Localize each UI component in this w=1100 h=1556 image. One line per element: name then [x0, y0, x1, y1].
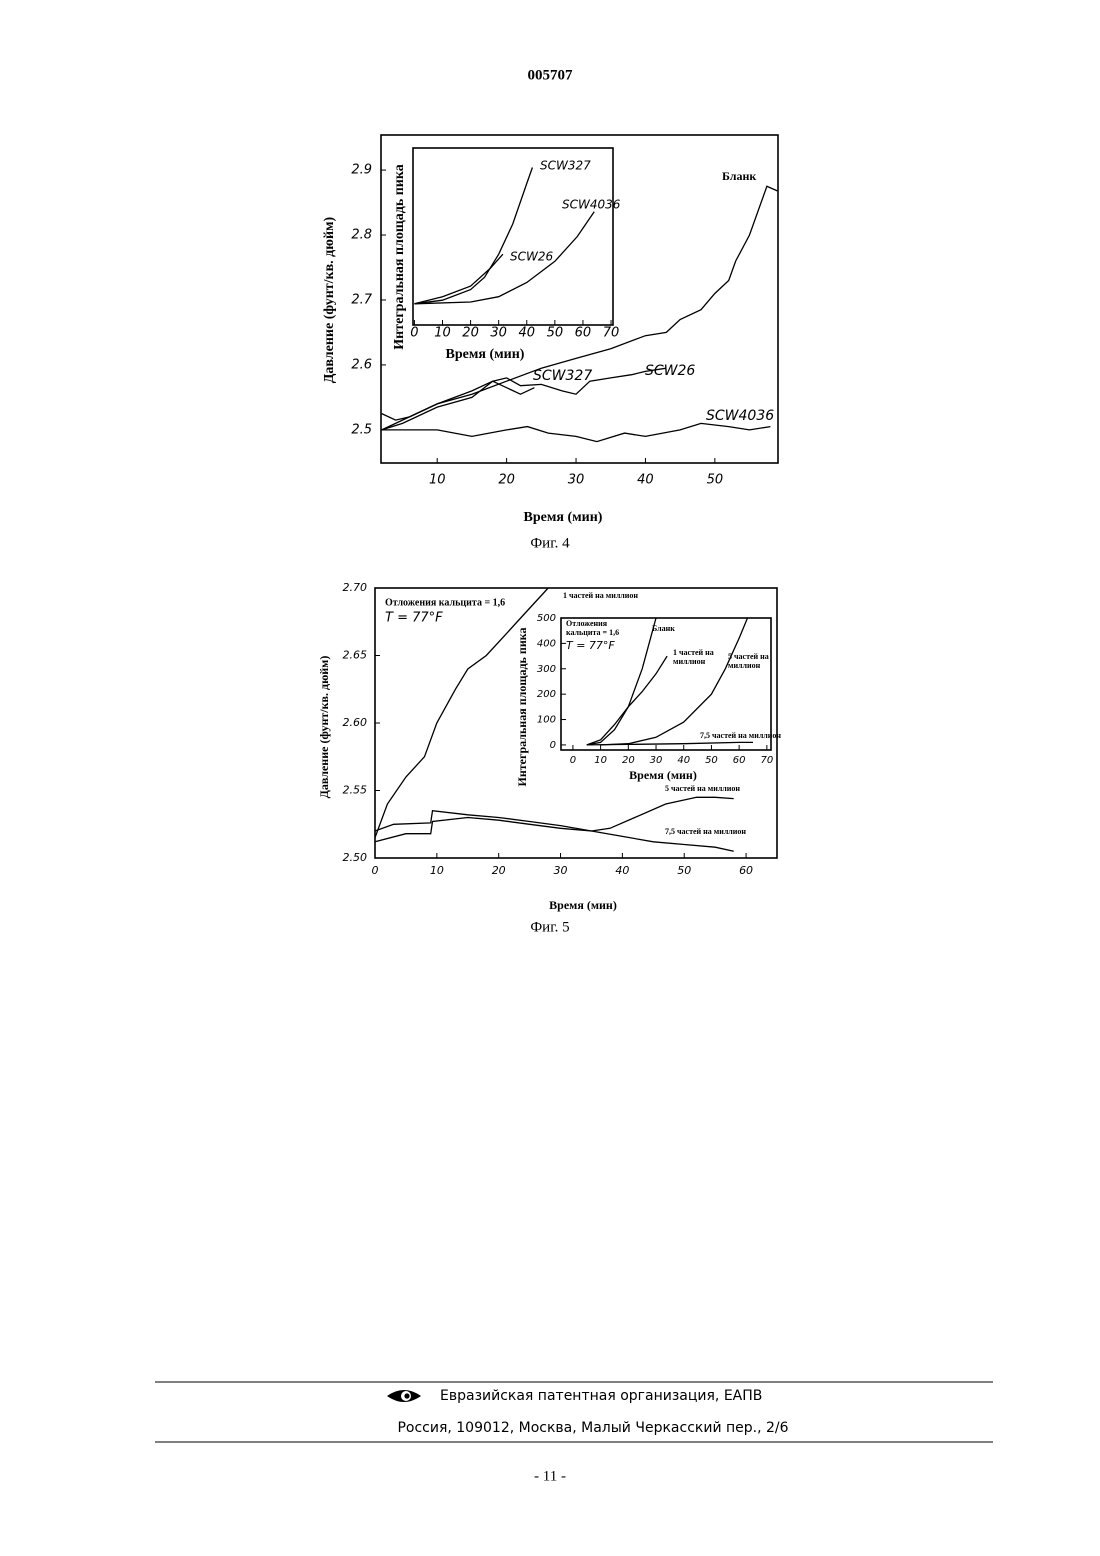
y-tick-label: 2.50 [343, 851, 368, 864]
annotation: 5 частей на миллион [665, 784, 740, 793]
annotation: Бланк [652, 624, 675, 633]
figures: 10 20 30 40 50 2.5 2.6 2.7 2.8 2.9 Бланк SCW327 SCW2… [317, 135, 782, 935]
annotation: миллион [673, 657, 706, 666]
y-axis-label: Давление (фунт/кв. дюйм) [322, 216, 337, 383]
y-tick-label: 400 [537, 638, 556, 649]
logo [387, 1390, 421, 1402]
page-number: - 11 - [534, 1468, 566, 1484]
x-tick-label: 60 [575, 326, 592, 341]
x-tick-label: 40 [615, 864, 629, 877]
y-axis-label: Давление (фунт/кв. дюйм) [317, 656, 331, 799]
x-tick-label: 50 [705, 755, 718, 766]
annotation: Отложения кальцита = 1,6 [385, 597, 505, 608]
x-tick-label: 30 [554, 864, 568, 877]
annotation: SCW4036 [562, 198, 621, 212]
y-tick-label: 200 [537, 689, 556, 700]
y-tick-label: 2.7 [351, 292, 372, 307]
x-tick-label: 40 [677, 755, 690, 766]
x-tick-label: 10 [430, 864, 444, 877]
annotation: SCW26 [510, 250, 553, 264]
y-tick-label: 2.65 [343, 649, 368, 662]
x-tick-label: 50 [547, 326, 564, 341]
x-tick-label: 70 [760, 755, 773, 766]
x-tick-label: 50 [677, 864, 691, 877]
x-tick-label: 10 [594, 755, 607, 766]
x-axis-label: Время (мин) [446, 347, 525, 362]
x-tick-label: 0 [372, 864, 379, 877]
x-tick-label: 70 [603, 326, 620, 341]
footer-address: Россия, 109012, Москва, Малый Черкасский… [397, 1420, 788, 1436]
x-tick-label: 0 [570, 755, 576, 766]
annotation: 1 частей на миллион [563, 591, 638, 600]
y-tick-label: 2.70 [343, 581, 368, 594]
x-tick-label: 10 [429, 473, 446, 488]
annotation: 7,5 частей на миллион [700, 731, 781, 740]
annotation: SCW327 [533, 368, 592, 384]
y-tick-label: 500 [537, 613, 556, 624]
x-tick-label: 40 [518, 326, 535, 341]
annotation: T = 77°F [385, 611, 443, 626]
y-tick-label: 2.5 [351, 422, 372, 437]
x-tick-label: 20 [492, 864, 506, 877]
annotation: кальцита = 1,6 [566, 628, 619, 637]
x-axis-label: Время (мин) [549, 898, 617, 912]
x-axis-label: Время (мин) [524, 510, 603, 525]
annotation: 1 частей на [673, 648, 714, 657]
y-tick-label: 2.9 [351, 163, 372, 178]
y-tick-label: 300 [537, 664, 556, 675]
annotation: SCW327 [540, 159, 591, 173]
annotation: SCW26 [645, 363, 695, 379]
figure-caption: Фиг. 5 [530, 919, 569, 935]
y-tick-label: 2.8 [351, 228, 372, 243]
annotation: миллион [728, 661, 761, 670]
figure-caption: Фиг. 4 [530, 535, 570, 551]
x-tick-label: 30 [568, 473, 585, 488]
footer-organization: Евразийская патентная организация, ЕАПВ [440, 1388, 762, 1404]
annotation: Бланк [722, 169, 756, 183]
x-tick-label: 20 [498, 473, 515, 488]
y-tick-label: 0 [550, 740, 556, 751]
x-tick-label: 30 [490, 326, 507, 341]
x-tick-label: 10 [434, 326, 451, 341]
x-tick-label: 30 [650, 755, 663, 766]
y-tick-label: 100 [537, 715, 556, 726]
page: 005707 10 20 30 40 50 2.5 2.6 2.7 2.8 2.9 Бланк SCW… [0, 0, 1100, 1556]
x-axis-label: Время (мин) [629, 768, 697, 782]
plot-frame [413, 148, 613, 325]
y-tick-label: 2.60 [343, 716, 368, 729]
x-tick-label: 60 [733, 755, 746, 766]
annotation: T = 77°F [566, 639, 615, 652]
y-tick-label: 2.55 [343, 784, 368, 797]
y-axis-label: Интегральная площадь пика [392, 164, 407, 349]
x-tick-label: 0 [410, 326, 418, 341]
patent-number: 005707 [528, 67, 574, 83]
x-tick-label: 50 [707, 473, 724, 488]
x-tick-label: 20 [462, 326, 479, 341]
x-tick-label: 40 [637, 473, 654, 488]
annotation: 7,5 частей на миллион [665, 827, 746, 836]
annotation: SCW4036 [706, 408, 774, 424]
y-tick-label: 2.6 [351, 357, 372, 372]
y-axis-label: Интегральная площадь пика [515, 628, 529, 787]
annotation: Отложения [566, 619, 608, 628]
annotation: 5 частей на [728, 652, 769, 661]
x-tick-label: 20 [622, 755, 635, 766]
x-tick-label: 60 [739, 864, 753, 877]
